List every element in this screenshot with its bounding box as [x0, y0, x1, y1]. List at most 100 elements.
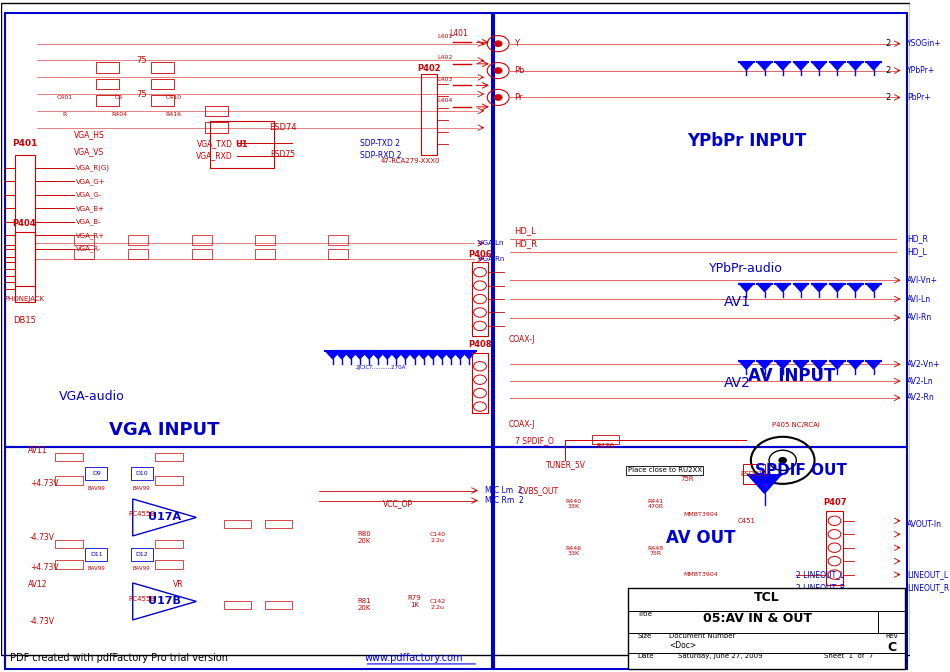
Text: R440
33K: R440 33K	[565, 499, 581, 509]
Text: BAV99: BAV99	[87, 566, 105, 571]
Bar	[192, 249, 212, 259]
Text: Saturday, June 27, 2009: Saturday, June 27, 2009	[678, 653, 763, 659]
Polygon shape	[793, 284, 808, 292]
Bar	[14, 155, 34, 302]
Bar	[256, 235, 276, 245]
Bar	[151, 95, 174, 106]
Text: R446
33K: R446 33K	[565, 546, 581, 556]
Text: P401: P401	[11, 139, 37, 148]
Text: C140
2.2u: C140 2.2u	[429, 532, 446, 543]
Text: L404: L404	[438, 99, 453, 103]
Text: AV OUT: AV OUT	[666, 529, 735, 546]
Polygon shape	[775, 62, 790, 70]
Text: D12: D12	[136, 552, 148, 557]
Text: YPbPr INPUT: YPbPr INPUT	[687, 132, 806, 150]
Polygon shape	[344, 351, 358, 359]
Polygon shape	[390, 351, 404, 359]
Polygon shape	[352, 351, 368, 359]
Text: Sheet  1  of  7: Sheet 1 of 7	[824, 653, 873, 659]
Bar	[74, 235, 94, 245]
Polygon shape	[398, 351, 412, 359]
Text: AVOUT-In: AVOUT-In	[907, 519, 942, 529]
Polygon shape	[830, 361, 845, 369]
Text: VGA-audio: VGA-audio	[59, 390, 124, 403]
Text: PHONEJACK: PHONEJACK	[5, 296, 45, 302]
Polygon shape	[416, 351, 431, 359]
Text: L403: L403	[438, 77, 453, 82]
Polygon shape	[434, 351, 449, 359]
Text: AVI-Rn: AVI-Rn	[907, 313, 933, 323]
Bar	[421, 74, 437, 155]
Text: BAV99: BAV99	[133, 486, 151, 491]
Text: R: R	[63, 112, 66, 117]
Text: LINEOUT_L: LINEOUT_L	[907, 570, 948, 579]
Polygon shape	[830, 284, 845, 292]
Bar	[55, 476, 83, 485]
Text: YPbPr-audio: YPbPr-audio	[710, 262, 783, 276]
Text: HD_R: HD_R	[907, 234, 928, 243]
Text: COAX-J: COAX-J	[508, 335, 535, 344]
Circle shape	[495, 68, 502, 73]
Text: L401: L401	[449, 29, 468, 38]
Text: P406: P406	[468, 250, 492, 259]
Polygon shape	[830, 62, 845, 70]
Text: P404: P404	[12, 220, 36, 228]
Text: CVBS_OUT: CVBS_OUT	[519, 486, 560, 495]
Text: -4.73V: -4.73V	[30, 617, 55, 626]
Text: 47-RCA279-XXX0: 47-RCA279-XXX0	[380, 159, 440, 164]
Text: VGA_RXD: VGA_RXD	[196, 151, 233, 161]
Bar	[151, 62, 174, 73]
Bar	[264, 520, 292, 528]
Bar	[210, 121, 274, 168]
Text: D11: D11	[90, 552, 103, 557]
Text: 2: 2	[885, 39, 891, 48]
Bar	[156, 453, 182, 461]
Text: VGA INPUT: VGA INPUT	[109, 421, 219, 439]
Text: AV2-Rn: AV2-Rn	[907, 393, 935, 403]
Bar	[205, 122, 228, 133]
Polygon shape	[848, 284, 863, 292]
Text: AV2-Vn+: AV2-Vn+	[907, 360, 940, 369]
Text: HD_R: HD_R	[515, 239, 538, 249]
Polygon shape	[793, 361, 808, 369]
Text: VGA_R-: VGA_R-	[76, 245, 102, 252]
Bar	[86, 467, 107, 480]
Text: AVI-Ln: AVI-Ln	[907, 294, 931, 304]
Circle shape	[495, 95, 502, 100]
Text: D9: D9	[92, 471, 101, 476]
Text: Pr: Pr	[515, 93, 523, 102]
Text: U17B: U17B	[148, 597, 181, 606]
Text: MMBT3904: MMBT3904	[683, 572, 718, 577]
Text: P407: P407	[823, 499, 846, 507]
Text: AV11: AV11	[28, 446, 48, 455]
Text: 75: 75	[137, 89, 147, 99]
Text: C142
2.2u: C142 2.2u	[429, 599, 446, 610]
Text: AVI-Vn+: AVI-Vn+	[907, 276, 939, 285]
Bar	[55, 560, 83, 569]
Polygon shape	[380, 351, 394, 359]
Text: 05:AV IN & OUT: 05:AV IN & OUT	[703, 612, 812, 625]
Text: VCC_OP: VCC_OP	[383, 499, 413, 509]
Text: LINEOUT_R: LINEOUT_R	[907, 583, 949, 593]
Bar	[96, 79, 119, 89]
Text: +4.73V: +4.73V	[30, 563, 59, 573]
Text: AV12: AV12	[28, 580, 48, 589]
Text: R416: R416	[165, 112, 181, 117]
Bar	[156, 540, 182, 548]
Text: R407
75R: R407 75R	[678, 469, 696, 482]
Text: HD_L: HD_L	[907, 247, 927, 257]
Polygon shape	[812, 62, 826, 70]
Bar	[86, 548, 107, 561]
Text: C401: C401	[56, 95, 72, 100]
Text: L401: L401	[438, 34, 453, 39]
Text: 75: 75	[137, 56, 147, 65]
Text: R404: R404	[111, 112, 127, 117]
Text: 7 SPDIF_O: 7 SPDIF_O	[515, 435, 554, 445]
Text: 2 LINEOUT_L: 2 LINEOUT_L	[796, 570, 845, 579]
Text: R80
20K: R80 20K	[357, 531, 371, 544]
Text: C451: C451	[737, 518, 755, 523]
Bar	[743, 464, 766, 484]
Text: ESD415: ESD415	[740, 471, 768, 476]
Polygon shape	[426, 351, 440, 359]
Text: Rev: Rev	[885, 633, 898, 639]
